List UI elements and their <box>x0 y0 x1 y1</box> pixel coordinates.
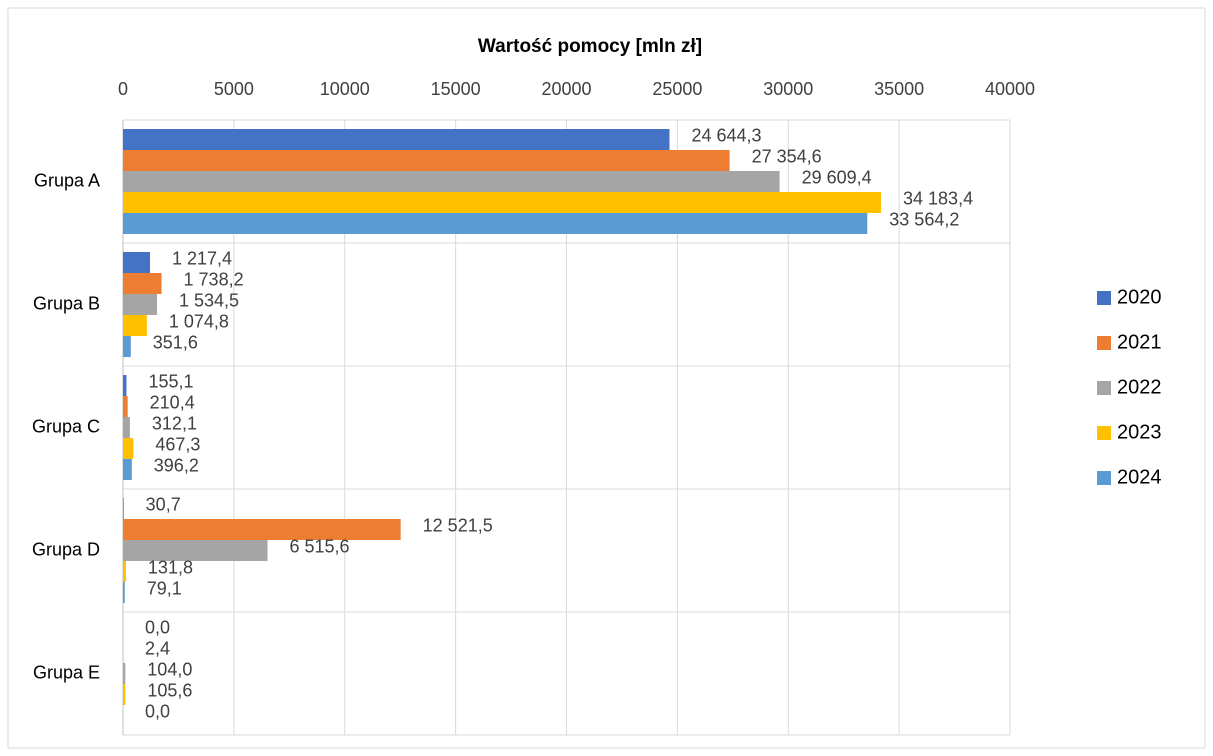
data-label: 79,1 <box>147 578 182 598</box>
legend-label: 2021 <box>1117 331 1162 353</box>
legend-swatch <box>1097 426 1111 440</box>
data-label: 30,7 <box>146 494 181 514</box>
bar <box>123 129 670 150</box>
legend-swatch <box>1097 381 1111 395</box>
data-label: 131,8 <box>148 557 193 577</box>
bar <box>123 315 147 336</box>
data-label: 12 521,5 <box>423 515 493 535</box>
legend-swatch <box>1097 291 1111 305</box>
bar <box>123 684 126 705</box>
data-label: 210,4 <box>150 392 195 412</box>
data-label: 396,2 <box>154 455 199 475</box>
bar <box>123 192 882 213</box>
bar <box>123 213 868 234</box>
data-label: 33 564,2 <box>889 209 959 229</box>
data-label: 34 183,4 <box>903 188 973 208</box>
y-tick-label: Grupa C <box>32 416 100 436</box>
legend-label: 2024 <box>1117 466 1162 488</box>
x-tick-label: 30000 <box>763 79 813 99</box>
data-label: 312,1 <box>152 413 197 433</box>
y-tick-label: Grupa E <box>33 662 100 682</box>
data-label: 1 534,5 <box>179 290 239 310</box>
legend-swatch <box>1097 471 1111 485</box>
bar <box>123 519 401 540</box>
bar <box>123 498 124 519</box>
x-tick-label: 5000 <box>214 79 254 99</box>
legend-label: 2020 <box>1117 286 1162 308</box>
data-label: 6 515,6 <box>289 536 349 556</box>
data-label: 1 217,4 <box>172 248 232 268</box>
x-tick-label: 25000 <box>652 79 702 99</box>
legend-label: 2023 <box>1117 421 1162 443</box>
x-tick-label: 40000 <box>985 79 1035 99</box>
data-label: 1 074,8 <box>169 311 229 331</box>
data-label: 0,0 <box>145 701 170 721</box>
bar <box>123 150 730 171</box>
data-label: 2,4 <box>145 638 170 658</box>
bar <box>123 252 150 273</box>
x-tick-label: 0 <box>118 79 128 99</box>
bar <box>123 417 130 438</box>
data-label: 27 354,6 <box>752 146 822 166</box>
bar <box>123 459 132 480</box>
chart-title: Wartość pomocy [mln zł] <box>478 36 702 57</box>
y-tick-label: Grupa D <box>32 539 100 559</box>
data-label: 24 644,3 <box>691 125 761 145</box>
data-label: 1 738,2 <box>184 269 244 289</box>
x-tick-label: 15000 <box>431 79 481 99</box>
bar <box>123 438 134 459</box>
bar <box>123 294 158 315</box>
data-label: 351,6 <box>153 332 198 352</box>
y-tick-label: Grupa A <box>34 170 100 190</box>
data-label: 467,3 <box>155 434 200 454</box>
bar <box>123 663 126 684</box>
bar <box>123 396 128 417</box>
data-label: 29 609,4 <box>802 167 872 187</box>
legend-swatch <box>1097 336 1111 350</box>
legend-label: 2022 <box>1117 376 1162 398</box>
bar <box>123 582 125 603</box>
bar <box>123 375 127 396</box>
bar <box>123 273 162 294</box>
data-label: 104,0 <box>147 659 192 679</box>
bar <box>123 561 126 582</box>
y-tick-label: Grupa B <box>33 293 100 313</box>
x-tick-label: 10000 <box>320 79 370 99</box>
bar <box>123 540 268 561</box>
data-label: 155,1 <box>148 371 193 391</box>
bar <box>123 336 131 357</box>
bar <box>123 171 780 192</box>
x-tick-label: 20000 <box>541 79 591 99</box>
data-label: 105,6 <box>147 680 192 700</box>
data-label: 0,0 <box>145 617 170 637</box>
x-tick-label: 35000 <box>874 79 924 99</box>
